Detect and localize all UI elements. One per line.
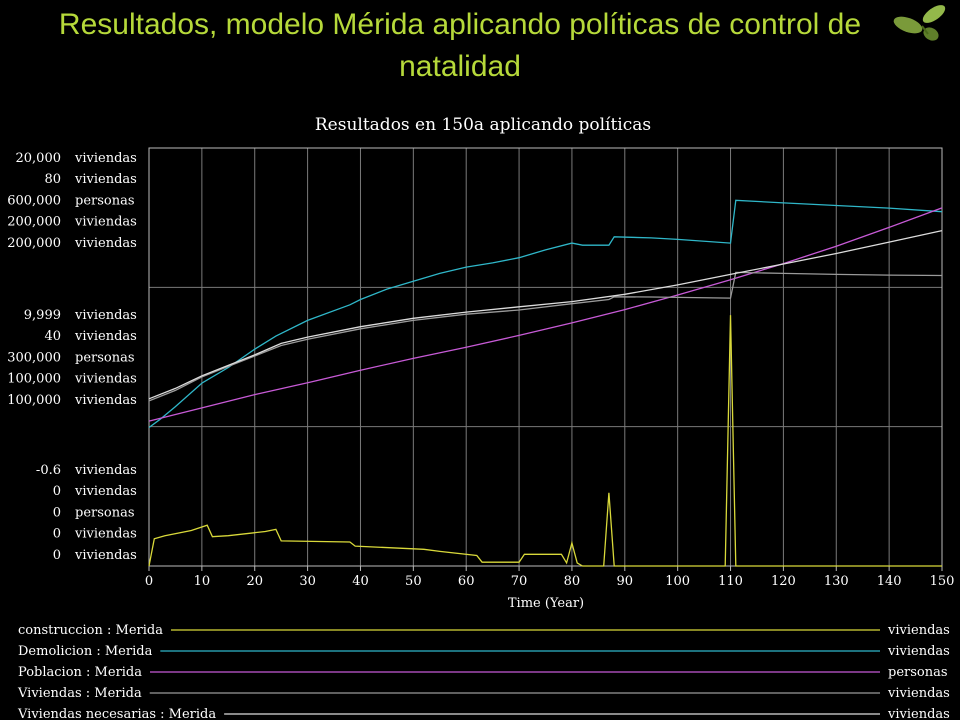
- axes: [148, 147, 943, 571]
- x-tick-label: 70: [511, 574, 528, 589]
- x-axis-ticks: 0 10 20 30 40 50 60 70 80 90 100 110 120 130 140 150: [145, 574, 955, 589]
- legend-unit: personas: [888, 665, 948, 680]
- leaf-left-shape: [893, 16, 923, 34]
- legend-label: Demolicion : Merida: [18, 644, 153, 659]
- x-tick-label: 30: [299, 574, 316, 589]
- x-tick-label: 90: [617, 574, 634, 589]
- x-tick-label: 60: [458, 574, 475, 589]
- y-axis-unit-label: viviendas: [74, 151, 137, 166]
- x-tick-label: 80: [564, 574, 581, 589]
- leaf-bottom-shape: [923, 27, 939, 41]
- y-axis-unit-label: viviendas: [74, 236, 137, 251]
- legend: construccion : Merida viviendas Demolicion…: [17, 623, 950, 720]
- plot-frame: [148, 147, 943, 567]
- y-axis-unit-label: personas: [75, 350, 135, 365]
- y-axis-unit-label: personas: [75, 193, 135, 208]
- legend-unit: viviendas: [887, 686, 950, 701]
- leaf-logo: [893, 5, 946, 41]
- legend-unit: viviendas: [887, 707, 950, 720]
- x-tick-label: 100: [665, 574, 690, 589]
- y-axis-value-label: 0: [53, 527, 61, 542]
- y-axis-value-label: 9,999: [24, 308, 61, 323]
- y-axis-unit-label: viviendas: [74, 329, 137, 344]
- x-axis-label: Time (Year): [508, 596, 584, 611]
- legend-label: Viviendas : Merida: [17, 686, 142, 701]
- x-tick-label: 110: [718, 574, 743, 589]
- y-axis-value-label: 100,000: [7, 393, 61, 408]
- y-axis-value-label: 600,000: [7, 193, 61, 208]
- y-axis-unit-label: viviendas: [74, 372, 137, 387]
- x-tick-label: 50: [405, 574, 422, 589]
- series: [148, 199, 943, 567]
- legend-label: construccion : Merida: [18, 623, 163, 638]
- legend-label: Viviendas necesarias : Merida: [17, 707, 216, 720]
- x-tick-label: 130: [824, 574, 849, 589]
- x-tick-label: 20: [246, 574, 263, 589]
- series-line-demolicion: [148, 199, 943, 429]
- y-axis-unit-label: viviendas: [74, 308, 137, 323]
- y-axis-unit-label: viviendas: [74, 463, 137, 478]
- y-axis-value-label: 200,000: [7, 215, 61, 230]
- y-axis-value-label: 80: [44, 172, 61, 187]
- y-axis-value-label: 0: [53, 484, 61, 499]
- y-axis-unit-label: viviendas: [74, 484, 137, 499]
- grid: [148, 147, 943, 567]
- y-axis-value-label: -0.6: [36, 463, 61, 478]
- x-tick-label: 120: [771, 574, 796, 589]
- y-axis-unit-label: viviendas: [74, 527, 137, 542]
- legend-label: Poblacion : Merida: [18, 665, 142, 680]
- y-axis-labels: 20,000 viviendas 80 viviendas 600,000 persona…: [7, 151, 137, 563]
- y-axis-value-label: 100,000: [7, 372, 61, 387]
- chart-title: Resultados en 150a aplicando políticas: [315, 115, 651, 135]
- legend-unit: viviendas: [887, 623, 950, 638]
- legend-unit: viviendas: [887, 644, 950, 659]
- x-tick-label: 40: [352, 574, 369, 589]
- y-axis-unit-label: viviendas: [74, 172, 137, 187]
- series-line-poblacion: [148, 207, 943, 422]
- x-tick-label: 140: [877, 574, 902, 589]
- y-axis-value-label: 0: [53, 505, 61, 520]
- y-axis-value-label: 0: [53, 548, 61, 563]
- y-axis-unit-label: viviendas: [74, 215, 137, 230]
- slide-title: Resultados, modelo Mérida aplicando polí…: [58, 8, 862, 83]
- y-axis-unit-label: viviendas: [74, 393, 137, 408]
- y-axis-value-label: 200,000: [7, 236, 61, 251]
- y-axis-value-label: 20,000: [16, 151, 62, 166]
- x-tick-label: 0: [145, 574, 153, 589]
- series-line-viviendas: [148, 271, 943, 402]
- x-tick-label: 10: [194, 574, 211, 589]
- series-line-viviendas-necesarias: [148, 229, 943, 400]
- y-axis-unit-label: personas: [75, 505, 135, 520]
- x-tick-label: 150: [930, 574, 955, 589]
- leaf-right-shape: [922, 5, 946, 23]
- y-axis-value-label: 300,000: [7, 350, 61, 365]
- y-axis-unit-label: viviendas: [74, 548, 137, 563]
- y-axis-value-label: 40: [44, 329, 61, 344]
- series-line-construccion: [148, 315, 942, 567]
